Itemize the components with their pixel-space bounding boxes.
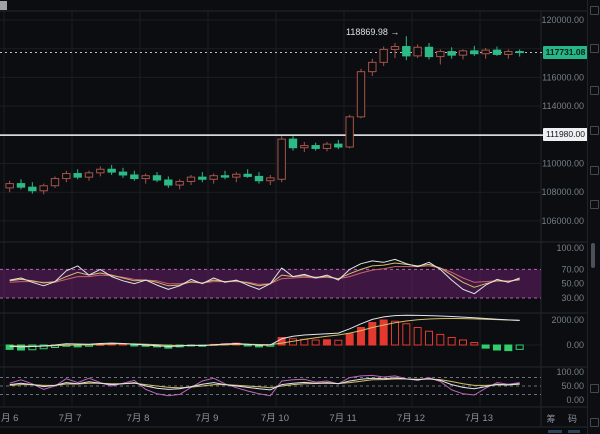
time-axis-labels[interactable]: 月 6 7月 7 7月 8 7月 9 7月 10 7月 11 7月 12 7月 13	[1, 413, 493, 424]
svg-text:2000.00: 2000.00	[551, 315, 584, 325]
svg-text:7月 8: 7月 8	[127, 413, 150, 424]
svg-text:108000.00: 108000.00	[541, 187, 584, 197]
svg-text:114000.00: 114000.00	[542, 101, 584, 111]
macd-dif-line	[9, 314, 520, 348]
svg-text:70.00: 70.00	[561, 264, 584, 274]
svg-text:7月 10: 7月 10	[261, 413, 289, 424]
svg-text:0.00: 0.00	[566, 395, 584, 405]
cutoff-bottom-toolbar	[0, 428, 588, 434]
svg-text:106000.00: 106000.00	[541, 216, 584, 226]
toolbar-icon[interactable]	[590, 166, 599, 175]
rsi-line-slow	[9, 265, 520, 285]
macd-histogram	[5, 319, 524, 352]
svg-text:50.00: 50.00	[561, 279, 584, 289]
svg-text:116000.00: 116000.00	[542, 72, 584, 82]
svg-text:7月 13: 7月 13	[465, 413, 493, 424]
kdj-k-line	[9, 377, 520, 391]
svg-text:120000.00: 120000.00	[541, 15, 584, 25]
toolbar-icon[interactable]	[590, 44, 599, 53]
svg-text:0.00: 0.00	[566, 340, 584, 350]
cutoff-text-fragment	[548, 430, 562, 433]
toolbar-icon[interactable]	[590, 86, 599, 95]
toolbar-icon[interactable]	[590, 418, 599, 427]
svg-text:7月 7: 7月 7	[59, 413, 82, 424]
price-axis-labels[interactable]: 120000.00 116000.00 114000.00 110000.00 1080…	[541, 15, 584, 405]
svg-text:月 6: 月 6	[1, 413, 18, 424]
macd-dea-line	[9, 318, 520, 347]
toolbar-icon[interactable]	[590, 126, 599, 135]
kdj-j-line	[9, 374, 520, 397]
svg-text:7月 12: 7月 12	[397, 413, 425, 424]
scrollbar-thumb[interactable]	[591, 243, 595, 268]
window-corner-icon	[0, 1, 7, 10]
high-price-annotation: 118869.98 →	[346, 27, 400, 37]
price-lines[interactable]	[0, 52, 543, 136]
right-toolbar	[587, 0, 600, 434]
chip-distribution-button[interactable]: 筹 码	[546, 414, 582, 424]
svg-text:7月 9: 7月 9	[196, 413, 219, 424]
grid-lines	[0, 11, 541, 407]
svg-text:7月 11: 7月 11	[329, 413, 356, 424]
svg-text:30.00: 30.00	[561, 293, 584, 303]
alert-price-tag[interactable]: 111980.00	[543, 128, 588, 141]
panel-separators	[0, 10, 588, 428]
candles-layer[interactable]	[5, 36, 524, 195]
kdj-panel[interactable]	[0, 377, 541, 395]
toolbar-icon[interactable]	[590, 200, 599, 209]
toolbar-icon[interactable]	[590, 6, 599, 15]
svg-text:50.00: 50.00	[561, 381, 584, 391]
toolbar-icon[interactable]	[590, 384, 599, 393]
svg-text:110000.00: 110000.00	[542, 159, 584, 169]
svg-text:100.00: 100.00	[556, 243, 584, 253]
svg-text:100.00: 100.00	[556, 367, 584, 377]
cutoff-text-fragment	[568, 430, 580, 433]
rsi-line-fast	[9, 258, 520, 295]
current-price-tag: 117731.08	[543, 46, 588, 59]
